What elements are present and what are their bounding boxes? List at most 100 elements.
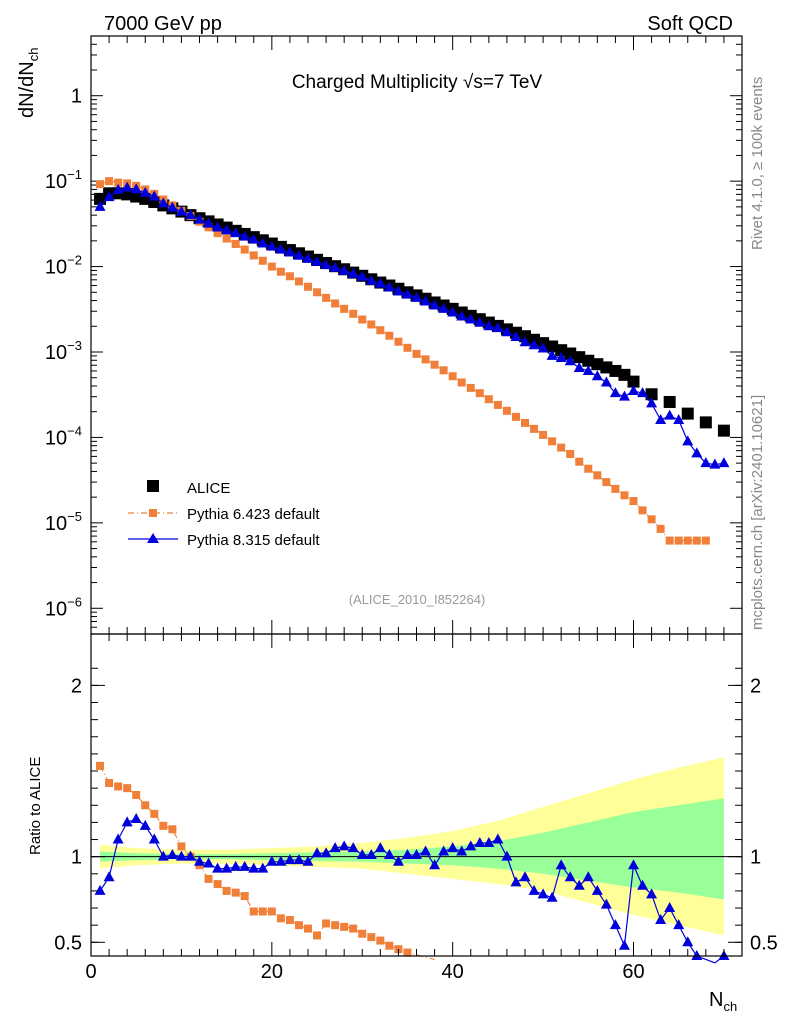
point-pythia8 [492,322,504,333]
point-pythia8 [374,277,386,288]
point-pythia8 [230,227,242,238]
ratio-point-pythia8 [401,848,413,859]
ratio-point-pythia8 [564,871,576,882]
ratio-point-pythia6 [340,922,349,931]
point-pythia8 [420,295,432,306]
ratio-band-outer [100,757,724,936]
ratio-point-pythia8 [637,879,649,890]
point-pythia6 [484,395,493,404]
ratio-point-pythia8 [582,871,594,882]
ratio-point-pythia8 [447,842,459,853]
point-pythia8 [139,186,151,197]
point-pythia8 [582,364,594,375]
point-pythia8 [221,224,233,235]
main-ytick-label: 10−5 [45,509,82,535]
point-pythia8 [239,230,251,241]
point-pythia6 [394,337,403,346]
ratio-point-pythia8 [492,833,504,844]
ratio-point-pythia6 [267,907,276,916]
ratio-point-pythia8 [311,847,323,858]
main-series [94,177,730,545]
point-pythia6 [611,484,620,493]
point-alice [717,424,730,437]
point-pythia8 [591,370,603,381]
ratio-point-pythia8 [528,884,540,895]
main-ylabel-sub: ch [26,48,41,62]
ratio-point-pythia6 [322,919,331,928]
point-alice [564,347,577,360]
point-pythia8 [203,217,215,228]
point-alice [681,407,694,420]
ratio-point-pythia6 [285,916,294,925]
point-pythia6 [340,304,349,313]
point-pythia8 [573,361,585,372]
ratio-point-pythia8 [284,854,296,865]
ratio-point-pythia6 [213,880,222,889]
point-pythia8 [700,457,712,468]
ratio-ytick-label: 2 [71,675,82,697]
point-pythia8 [175,205,187,216]
point-pythia8 [646,397,658,408]
point-pythia6 [240,245,249,254]
ratio-point-pythia8 [212,862,224,873]
ratio-line-pythia8 [99,818,725,964]
ratio-point-pythia8 [230,860,242,871]
point-pythia6 [620,491,629,500]
point-pythia8 [519,336,531,347]
point-pythia6 [294,277,303,286]
ratio-point-pythia8 [510,876,522,887]
point-pythia8 [329,261,341,272]
ratio-point-pythia8 [275,855,287,866]
ratio-point-pythia6 [96,761,105,770]
ratio-point-pythia8 [392,855,404,866]
ratio-point-pythia8 [618,939,630,950]
point-pythia8 [130,183,142,194]
legend-marker-pythia8 [147,533,159,543]
point-pythia8 [501,326,513,337]
ratio-point-pythia8 [411,848,422,859]
point-pythia8 [609,387,621,398]
point-alice [663,395,676,408]
main-ytick-exp: −4 [67,423,82,438]
point-pythia8 [709,458,721,469]
point-pythia6 [647,515,656,524]
ratio-point-pythia8 [347,842,359,853]
point-pythia8 [474,316,486,327]
point-pythia6 [530,424,539,433]
point-pythia6 [602,478,611,487]
point-pythia6 [403,343,412,352]
ratio-point-pythia8 [691,950,703,960]
point-pythia8 [103,191,115,202]
ratio-point-pythia8 [483,836,495,847]
point-pythia8 [664,409,676,420]
ratio-point-pythia8 [293,854,305,865]
ratio-point-pythia8 [537,888,549,899]
point-pythia8 [257,237,269,248]
point-pythia6 [304,282,312,291]
point-pythia8 [438,302,450,313]
ratio-point-pythia8 [266,855,278,866]
ratio-ytick-label: 1 [71,847,82,869]
ratio-point-pythia6 [376,936,385,945]
ratio-point-pythia8 [103,871,115,882]
main-ylabel-text: dN/dN [16,61,38,118]
ratio-xtick-label: 20 [261,961,283,983]
ratio-point-pythia6 [159,821,168,830]
main-panel: Charged Multiplicity √s=7 TeV dN/dNch (A… [16,35,743,635]
point-alice [130,190,143,203]
main-ytick-label: 10−3 [45,338,82,364]
ratio-point-pythia8 [438,845,450,856]
point-pythia6 [276,267,285,276]
point-alice [94,192,107,205]
ratio-point-pythia8 [148,833,160,844]
ratio-point-pythia6 [385,941,394,950]
ratio-point-pythia6 [222,886,231,895]
point-pythia6 [213,229,222,238]
ratio-xtick-label: 60 [622,961,644,983]
main-ytick-label: 10−6 [45,594,82,620]
ratio-point-pythia8 [194,855,205,866]
ratio-point-pythia8 [673,919,685,930]
point-pythia6 [322,293,331,302]
ratio-point-pythia8 [320,847,332,858]
ratio-point-pythia6 [141,801,150,810]
